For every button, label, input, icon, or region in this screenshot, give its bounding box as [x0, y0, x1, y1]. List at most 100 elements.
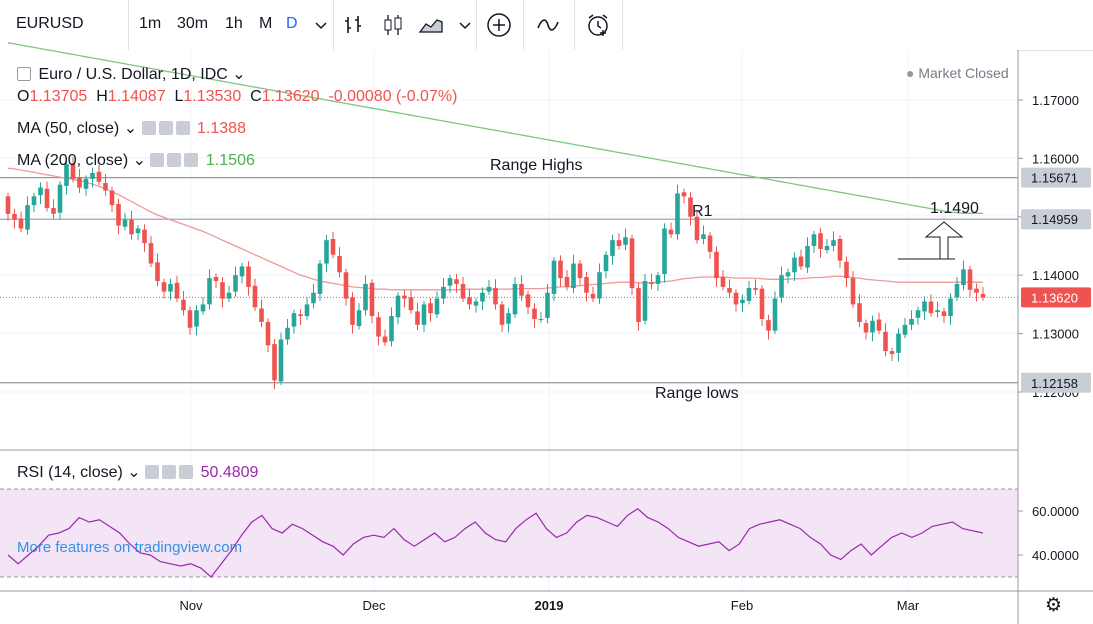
- chevron-down-icon[interactable]: ⌄: [127, 464, 141, 481]
- ma200-label[interactable]: MA (200, close): [17, 152, 129, 169]
- candle-body: [831, 240, 836, 246]
- candle: [642, 274, 648, 325]
- candle: [220, 276, 225, 308]
- alert-clock-icon[interactable]: [585, 12, 611, 38]
- candle: [493, 279, 498, 310]
- candle-body: [941, 311, 947, 317]
- candle: [824, 238, 830, 254]
- candle: [116, 198, 121, 235]
- settings-icon[interactable]: [162, 465, 177, 479]
- gear-icon[interactable]: ⚙: [1045, 595, 1063, 616]
- candle-body: [558, 260, 563, 279]
- candle-body: [330, 238, 336, 255]
- candle-body: [636, 288, 641, 322]
- candle-body: [746, 288, 752, 301]
- candle-body: [980, 293, 986, 298]
- candle: [155, 253, 160, 287]
- candle: [941, 307, 947, 324]
- candle: [577, 260, 583, 286]
- eye-icon[interactable]: [141, 121, 156, 135]
- candle: [226, 285, 232, 303]
- eye-icon[interactable]: [145, 465, 160, 479]
- candle: [122, 212, 128, 231]
- candle-body: [727, 288, 732, 293]
- compare-icon[interactable]: [535, 12, 561, 38]
- bar-chart-icon[interactable]: [341, 12, 367, 38]
- candle-body: [532, 308, 537, 319]
- candle: [740, 294, 745, 312]
- candle-body: [57, 184, 63, 213]
- candle-body: [187, 310, 193, 328]
- top-toolbar: EURUSD 1m 30m 1h M D: [0, 0, 1093, 51]
- candle: [246, 261, 251, 296]
- watermark-link[interactable]: More features on tradingview.com: [17, 539, 243, 556]
- interval-m-button[interactable]: M: [259, 15, 273, 32]
- chevron-down-icon[interactable]: ⌄: [132, 152, 147, 169]
- candle: [746, 281, 752, 305]
- candle: [311, 283, 316, 309]
- candlestick-icon[interactable]: [380, 12, 406, 38]
- candle-body: [447, 278, 453, 286]
- candle: [428, 297, 433, 322]
- candle-body: [90, 173, 95, 179]
- candle: [77, 168, 82, 193]
- interval-1h-button[interactable]: 1h: [225, 15, 243, 32]
- candle-body: [948, 298, 953, 317]
- settings-icon[interactable]: [158, 121, 173, 135]
- low-value: 1.13530: [183, 88, 242, 105]
- candle: [376, 311, 381, 346]
- candle-body: [194, 310, 199, 327]
- candle-body: [564, 276, 570, 287]
- candle-body: [96, 171, 102, 182]
- chevron-down-icon[interactable]: ⌄: [123, 120, 138, 137]
- close-icon[interactable]: [184, 153, 199, 167]
- time-tick-label: 2019: [535, 598, 564, 613]
- candle-body: [961, 269, 966, 286]
- interval-1m-button[interactable]: 1m: [139, 15, 162, 32]
- candle-body: [519, 283, 524, 296]
- interval-30m-button[interactable]: 30m: [177, 15, 209, 32]
- price-tick-label: 1.17000: [1032, 93, 1079, 108]
- symbol-label[interactable]: EURUSD: [16, 15, 84, 32]
- price-axis-label: 1.15671: [1021, 167, 1091, 188]
- candle-body: [356, 310, 362, 327]
- candle-body: [272, 344, 277, 381]
- chevron-down-icon[interactable]: ⌄: [232, 66, 246, 83]
- candle: [675, 184, 680, 240]
- candle-body: [317, 263, 323, 294]
- close-icon[interactable]: [179, 465, 194, 479]
- toolbar-separator: [476, 0, 477, 50]
- ma50-label[interactable]: MA (50, close): [17, 120, 120, 137]
- candle-body: [740, 299, 745, 304]
- candle-body: [915, 310, 921, 318]
- candle: [811, 230, 817, 254]
- chevron-down-icon[interactable]: [308, 12, 334, 38]
- candle-body: [265, 321, 271, 346]
- area-chart-icon[interactable]: [418, 12, 444, 38]
- candle: [512, 276, 518, 318]
- close-icon[interactable]: [175, 121, 190, 135]
- candle-body: [408, 297, 414, 311]
- candle: [837, 235, 843, 268]
- annotation-label: 1.1490: [930, 200, 979, 217]
- rsi-band-fill: [0, 489, 1018, 577]
- time-axis-ticks: Nov Dec 2019 Feb Mar: [179, 598, 919, 613]
- candle-body: [389, 316, 394, 342]
- candle-body: [909, 319, 914, 325]
- rsi-label[interactable]: RSI (14, close): [17, 464, 123, 481]
- ma50-value: 1.1388: [197, 120, 246, 137]
- candle: [499, 300, 505, 332]
- candle: [792, 252, 797, 282]
- candle-body: [122, 219, 128, 227]
- chevron-down-icon[interactable]: [452, 12, 478, 38]
- legend-ohlc-row: O1.13705 H1.14087 L1.13530 C1.13620 -0.0…: [17, 88, 458, 105]
- settings-icon[interactable]: [167, 153, 182, 167]
- candle-body: [31, 196, 37, 206]
- candle: [870, 315, 875, 342]
- candle: [506, 307, 511, 333]
- add-indicator-icon[interactable]: [486, 12, 512, 38]
- interval-d-button[interactable]: D: [286, 15, 298, 32]
- collapse-icon[interactable]: [17, 67, 31, 81]
- eye-icon[interactable]: [150, 153, 165, 167]
